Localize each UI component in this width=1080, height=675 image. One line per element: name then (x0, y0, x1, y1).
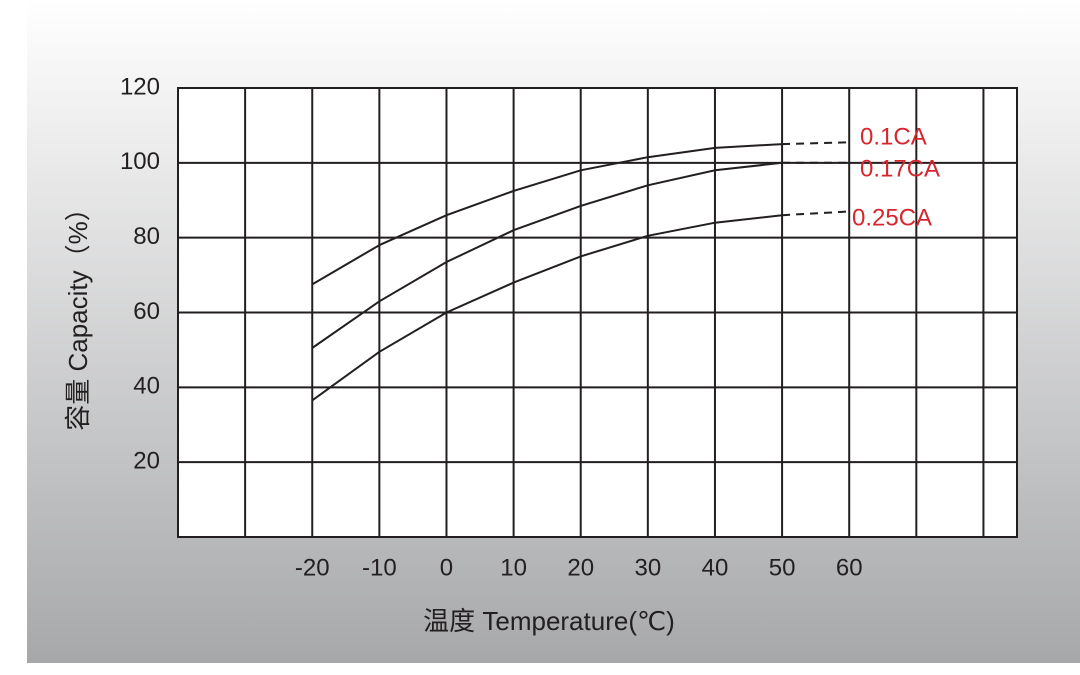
x-tick-label: 60 (836, 554, 863, 581)
x-tick-label: 40 (702, 554, 729, 581)
series-line (311, 161, 783, 349)
y-tick-label: 100 (120, 148, 160, 175)
series-label: 0.1CA (860, 123, 927, 150)
series-line-extension (782, 141, 850, 146)
series-label: 0.25CA (852, 204, 932, 231)
x-axis-title: 温度 Temperature(℃) (423, 606, 675, 636)
y-tick-label: 120 (120, 73, 160, 100)
series-line-extension (782, 210, 850, 217)
x-tick-label: 0 (440, 554, 453, 581)
series-label: 0.17CA (860, 155, 940, 182)
x-tick-label: 10 (500, 554, 527, 581)
x-tick-label: 30 (634, 554, 661, 581)
y-axis-title: 容量 Capacity（%） (63, 195, 93, 431)
y-tick-label: 80 (133, 223, 160, 250)
x-tick-label: 20 (567, 554, 594, 581)
series-line (311, 143, 783, 286)
x-tick-label: -20 (295, 554, 330, 581)
y-tick-label: 40 (133, 373, 160, 400)
series-line (311, 214, 783, 402)
y-tick-label: 60 (133, 298, 160, 325)
y-tick-label: 20 (133, 448, 160, 475)
x-tick-label: -10 (362, 554, 397, 581)
x-tick-label: 50 (769, 554, 796, 581)
